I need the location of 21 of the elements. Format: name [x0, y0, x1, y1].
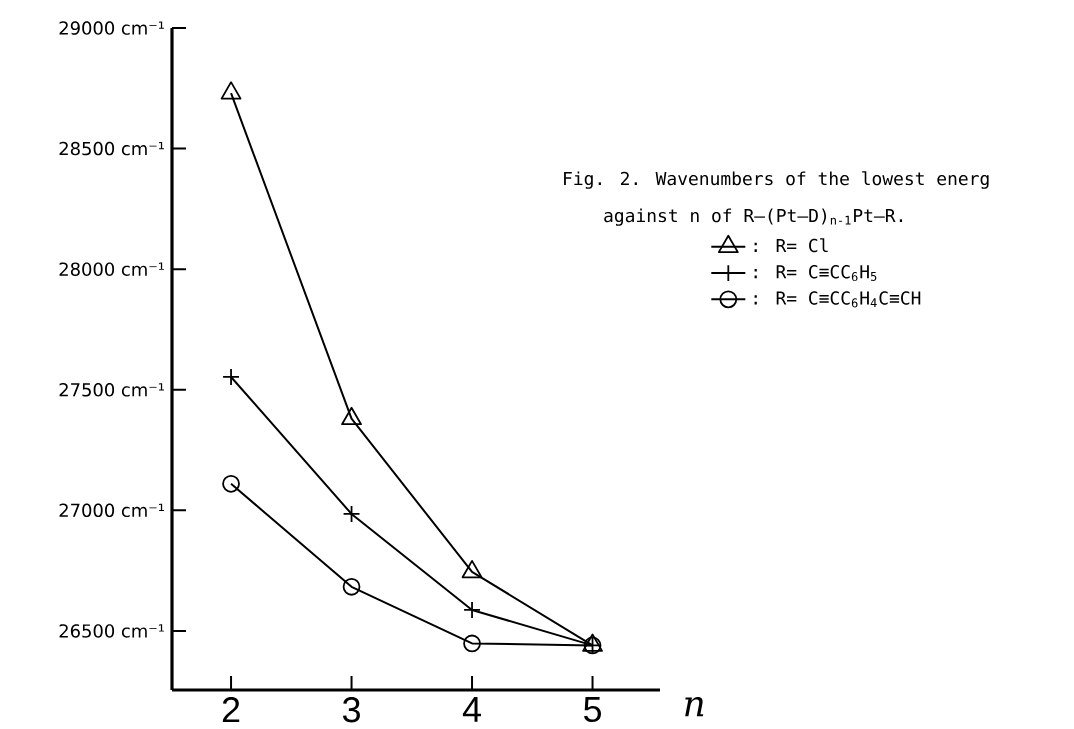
- legend-label: : R= C≡CC$_{6}$H$_{4}$C≡CH: [754, 291, 921, 308]
- x-tick-label: 4: [462, 697, 481, 722]
- legend-label: : R= Cl: [754, 238, 828, 253]
- legend-label: : R= C≡CC$_{6}$H$_{5}$: [754, 264, 877, 282]
- y-tick-label: 28500 cm⁻¹: [59, 141, 164, 156]
- y-tick-label: 27500 cm⁻¹: [59, 382, 164, 397]
- y-tick-label: 27000 cm⁻¹: [59, 503, 164, 518]
- point: [342, 577, 361, 596]
- x-tick-label: 2: [222, 697, 240, 723]
- y-tick-label: 29000 cm⁻¹: [59, 21, 164, 35]
- x-tick-label: 5: [584, 697, 601, 723]
- x-tick-label: 3: [342, 697, 360, 723]
- text: Fig. 2. Wavenumbers of the lowest energ: [564, 171, 989, 189]
- point: [222, 474, 240, 493]
- x-axis-title: n: [685, 697, 704, 717]
- text: against n of R‒(Pt‒D)$_{n-1}$Pt‒R.: [604, 208, 903, 226]
- point: [463, 634, 481, 653]
- point: [220, 81, 242, 100]
- y-tick-label: 26500 cm⁻¹: [59, 624, 164, 638]
- y-tick-label: 28000 cm⁻¹: [59, 262, 164, 276]
- point: [341, 406, 362, 426]
